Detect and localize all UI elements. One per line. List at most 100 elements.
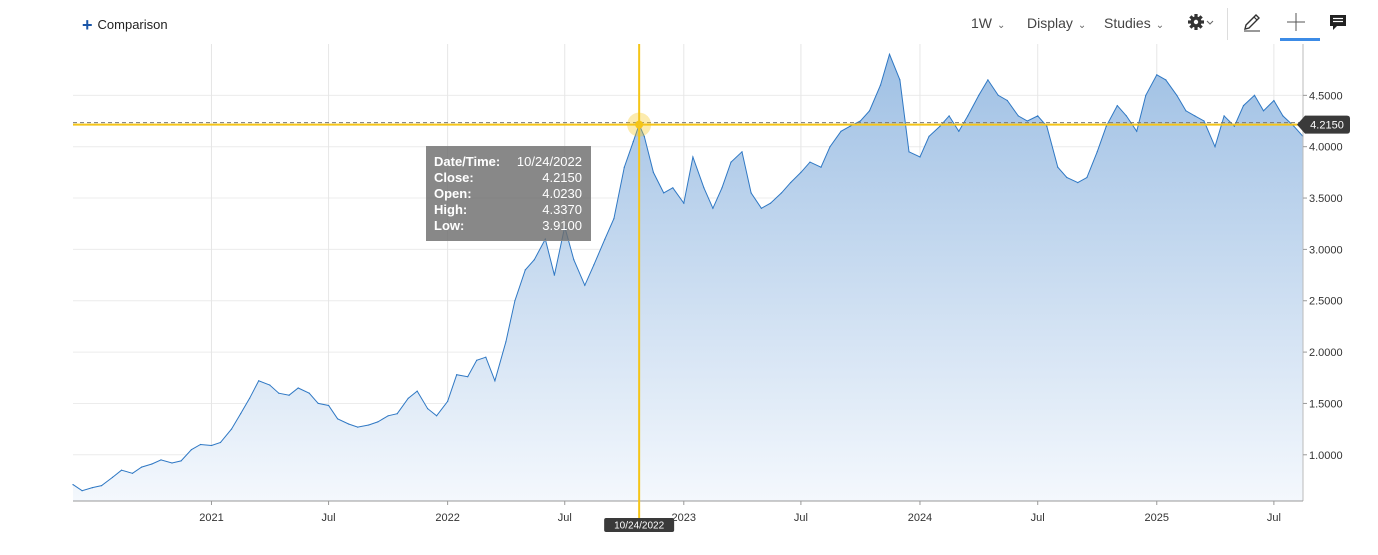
data-point	[741, 151, 743, 153]
data-point	[1223, 115, 1225, 117]
active-tool-indicator	[1280, 38, 1320, 41]
data-point	[800, 171, 802, 173]
x-tick-label: 2024	[908, 512, 932, 524]
data-point	[230, 428, 233, 430]
data-point	[703, 187, 705, 189]
data-point	[868, 110, 871, 112]
interval-dropdown[interactable]: 1W ⌄	[971, 15, 1005, 31]
data-point	[1136, 130, 1138, 132]
data-points	[72, 53, 1304, 492]
data-point	[899, 79, 901, 81]
tooltip-value: 4.0230	[542, 186, 582, 201]
y-tick-label: 3.0000	[1309, 244, 1343, 256]
chevron-down-icon: ⌄	[1155, 19, 1165, 31]
data-point	[308, 392, 310, 394]
data-point	[919, 156, 921, 158]
data-point	[908, 151, 910, 153]
data-point	[407, 397, 409, 399]
x-tick-label: Jul	[794, 512, 808, 524]
data-point	[604, 238, 606, 240]
data-point	[190, 449, 192, 451]
comparison-button[interactable]: + Comparison	[82, 14, 168, 35]
tooltip-value: 10/24/2022	[516, 154, 582, 169]
data-point	[1194, 115, 1196, 117]
data-point	[1086, 176, 1088, 179]
data-point	[643, 135, 645, 137]
data-point	[447, 400, 449, 402]
display-dropdown[interactable]: Display ⌄	[1027, 15, 1086, 31]
plus-icon: +	[82, 14, 93, 35]
data-point	[1105, 125, 1107, 127]
data-point	[978, 94, 980, 96]
data-point	[623, 166, 625, 168]
data-point	[888, 53, 891, 55]
crosshair-button[interactable]	[1283, 10, 1309, 34]
annotation-button[interactable]	[1325, 10, 1351, 34]
data-point	[1203, 120, 1205, 122]
data-point	[1253, 94, 1256, 96]
tooltip-row-high: High: 4.3370	[434, 202, 582, 218]
data-point	[1017, 115, 1019, 117]
data-point	[1046, 125, 1048, 127]
data-point	[1165, 79, 1167, 81]
crosshair-marker	[635, 120, 644, 129]
data-point	[476, 359, 478, 361]
settings-button[interactable]	[1184, 10, 1218, 34]
x-tick-label: 2021	[199, 512, 223, 524]
tooltip-row-close: Close: 4.2150	[434, 170, 582, 186]
data-point	[1116, 105, 1118, 107]
data-point	[1037, 115, 1039, 117]
data-point	[258, 380, 260, 382]
toolbar-divider	[1227, 8, 1228, 40]
data-point	[111, 476, 114, 478]
data-point	[1273, 99, 1275, 102]
data-point	[456, 374, 458, 376]
data-point	[613, 218, 615, 220]
date-badge-label: 10/24/2022	[614, 521, 664, 532]
pencil-icon	[1244, 14, 1260, 32]
data-point	[240, 413, 242, 415]
data-point	[712, 207, 714, 209]
y-tick-label: 4.0000	[1309, 142, 1343, 154]
studies-label: Studies	[1104, 15, 1151, 31]
data-point	[1125, 115, 1127, 117]
data-point	[769, 202, 772, 204]
x-tick-label: Jul	[1031, 512, 1045, 524]
date-badge: 10/24/2022	[604, 518, 675, 532]
data-point	[879, 84, 882, 86]
data-point	[1262, 110, 1265, 112]
tooltip-value: 4.3370	[542, 202, 582, 217]
data-point	[663, 192, 665, 194]
data-point	[1077, 182, 1079, 184]
tooltip-key: Open:	[434, 186, 472, 201]
data-point	[337, 418, 339, 420]
data-point	[780, 192, 783, 194]
studies-dropdown[interactable]: Studies ⌄	[1104, 15, 1164, 31]
data-point	[91, 487, 93, 489]
data-point	[573, 259, 575, 261]
tooltip-row-datetime: Date/Time: 10/24/2022	[434, 154, 582, 170]
data-point	[151, 463, 153, 465]
data-point	[505, 341, 507, 343]
data-point	[692, 156, 694, 158]
tooltip-row-low: Low: 3.9100	[434, 218, 582, 234]
tooltip-value: 3.9100	[542, 218, 582, 233]
x-axis-ticks: 2021 Jul 2022 Jul 2023 Jul 2024 Jul 2025 Jul	[199, 501, 1281, 524]
data-point	[1066, 176, 1068, 179]
tooltip-key: Low:	[434, 218, 465, 233]
data-point	[210, 444, 213, 447]
data-point	[721, 187, 723, 189]
draw-button[interactable]	[1239, 10, 1265, 34]
data-point	[593, 264, 595, 266]
data-point	[760, 207, 763, 209]
y-tick-label: 3.5000	[1309, 193, 1343, 205]
data-point	[180, 460, 182, 462]
data-point	[859, 120, 862, 122]
data-point	[269, 384, 271, 386]
data-point	[377, 421, 379, 423]
data-point	[584, 284, 586, 286]
data-point	[1242, 105, 1245, 107]
data-point	[987, 79, 989, 81]
chevron-down-icon: ⌄	[1077, 19, 1087, 31]
